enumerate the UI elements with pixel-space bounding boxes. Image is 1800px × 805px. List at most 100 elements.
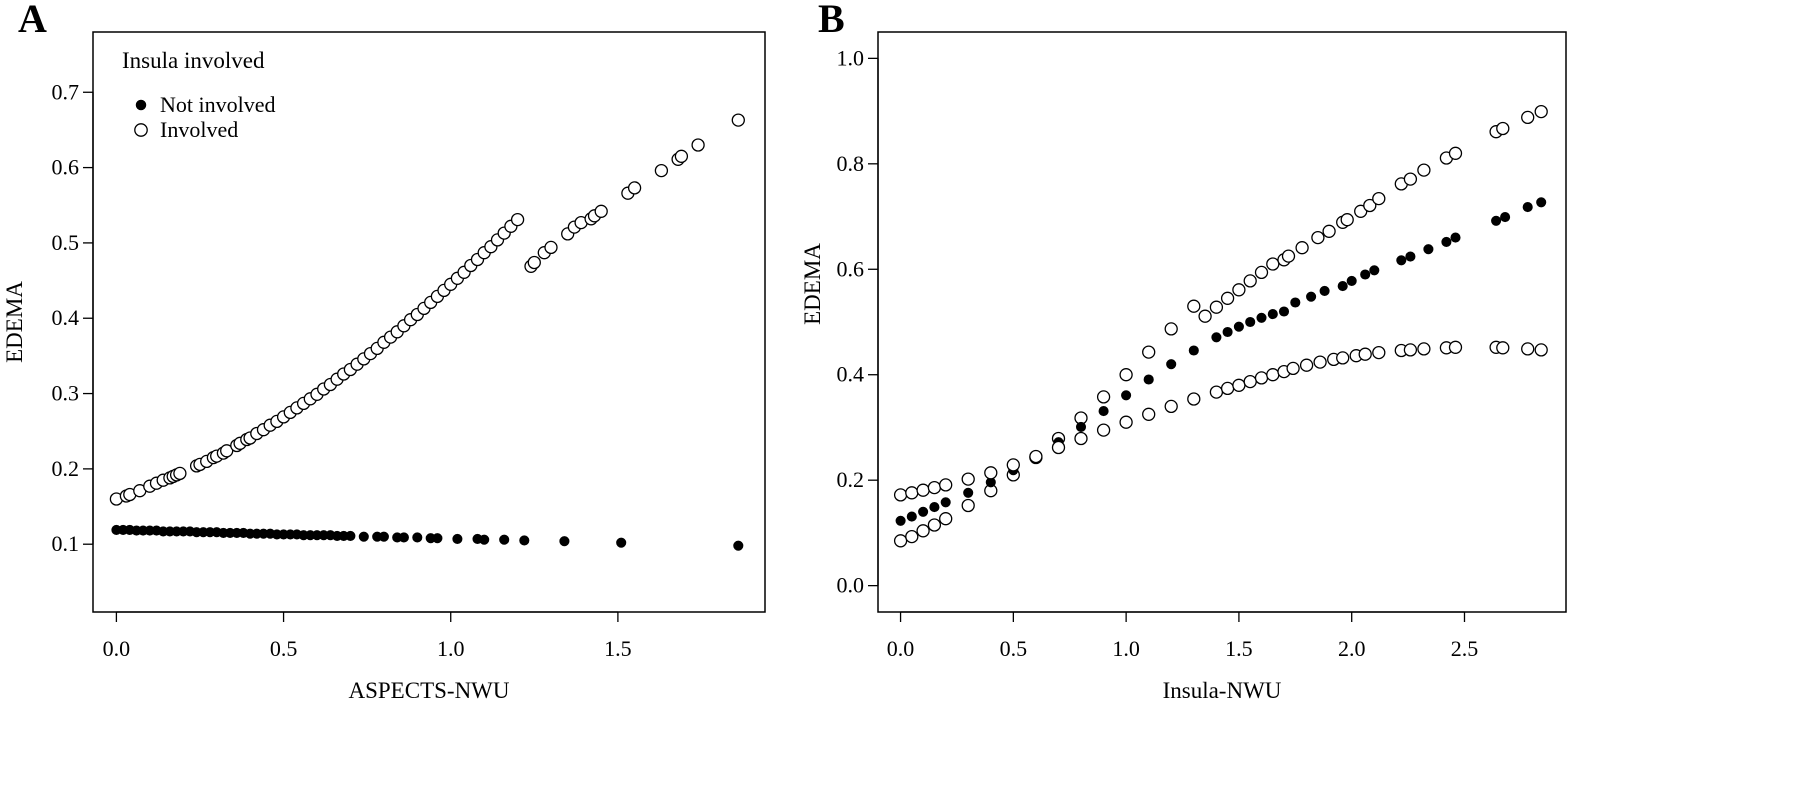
data-point-open — [1311, 230, 1325, 245]
y-tick-label: 0.4 — [52, 305, 80, 330]
data-point-filled — [1211, 332, 1222, 343]
data-point-open — [1198, 309, 1212, 323]
data-point-filled — [1441, 236, 1452, 247]
data-point-filled — [1369, 265, 1380, 276]
data-point-open — [1322, 224, 1336, 238]
data-point-open — [905, 529, 919, 544]
data-point-filled — [1267, 309, 1278, 320]
data-point-filled — [1121, 390, 1132, 401]
panel-a-legend: Insula involved Not involved Involved — [122, 48, 276, 142]
data-point-open — [1358, 347, 1372, 361]
x-tick-label: 1.5 — [1225, 636, 1253, 661]
data-point-filled — [1360, 269, 1371, 280]
data-point-filled — [499, 534, 510, 545]
data-point-filled — [906, 511, 917, 522]
data-point-open — [627, 181, 642, 195]
data-point-filled — [1346, 275, 1357, 286]
y-tick-label: 0.7 — [52, 79, 80, 104]
data-point-open — [1448, 340, 1463, 354]
data-point-open — [1521, 342, 1535, 356]
data-point-filled — [1536, 197, 1547, 208]
data-point-open — [544, 240, 558, 255]
data-point-open — [674, 149, 689, 163]
x-tick-label: 1.0 — [437, 636, 465, 661]
data-point-filled — [1405, 251, 1416, 262]
panel-a: A 0.0 0.5 1.0 1.5 0.1 0.2 0.3 0.4 0.5 0.6 0.7 ASP… — [2, 0, 766, 703]
data-point-open — [1372, 191, 1386, 206]
data-point-open — [1164, 399, 1178, 414]
data-point-open — [1299, 358, 1314, 372]
data-point-open — [1164, 322, 1178, 336]
data-point-open — [1119, 368, 1133, 382]
panel-a-data-points — [109, 113, 745, 551]
data-point-open — [1006, 458, 1020, 472]
data-point-open — [1096, 390, 1111, 404]
data-point-open — [220, 444, 234, 458]
data-point-filled — [412, 532, 423, 543]
data-point-open — [927, 518, 942, 532]
data-point-open — [1417, 163, 1431, 177]
data-point-open — [1496, 121, 1510, 136]
data-point-open — [173, 466, 187, 481]
x-tick-label: 0.5 — [1000, 636, 1028, 661]
data-point-open — [1363, 198, 1377, 213]
legend-title: Insula involved — [122, 48, 265, 73]
x-tick-label: 2.5 — [1451, 636, 1479, 661]
data-point-open — [1403, 172, 1418, 186]
data-point-open — [905, 486, 919, 500]
data-point-open — [1372, 345, 1386, 360]
data-point-open — [1220, 291, 1235, 305]
data-point-filled — [1075, 421, 1087, 432]
data-point-filled — [1423, 244, 1434, 255]
legend-label-involved: Involved — [160, 117, 238, 142]
data-point-filled — [378, 531, 389, 542]
data-point-open — [916, 524, 930, 538]
data-point-open — [1119, 415, 1133, 429]
data-point-filled — [1306, 291, 1317, 302]
data-point-filled — [559, 536, 570, 547]
data-point-open — [984, 466, 998, 480]
data-point-filled — [1290, 297, 1301, 308]
data-point-open — [1232, 378, 1246, 392]
data-point-filled — [452, 533, 463, 544]
data-point-open — [1254, 371, 1269, 385]
x-tick-label: 1.0 — [1112, 636, 1140, 661]
data-point-filled — [1500, 212, 1511, 223]
panel-a-letter: A — [18, 0, 47, 41]
data-point-filled — [1319, 285, 1330, 296]
data-point-open — [1243, 374, 1257, 389]
data-point-open — [1187, 299, 1201, 313]
data-point-open — [1187, 392, 1201, 406]
legend-marker-involved — [134, 123, 148, 137]
data-point-open — [1029, 449, 1043, 464]
panel-a-x-axis: 0.0 0.5 1.0 1.5 — [103, 611, 632, 661]
data-point-filled — [345, 530, 356, 541]
data-point-filled — [616, 537, 627, 548]
y-tick-label: 0.2 — [837, 467, 865, 492]
data-point-filled — [1098, 406, 1109, 417]
data-point-open — [961, 472, 975, 486]
panel-b-y-axis: 0.0 0.2 0.4 0.6 0.8 1.0 — [837, 45, 879, 598]
data-point-open — [731, 113, 745, 127]
data-point-filled — [963, 487, 974, 498]
data-point-open — [1209, 385, 1224, 399]
panel-b-x-axis: 0.0 0.5 1.0 1.5 2.0 2.5 — [887, 611, 1479, 661]
panel-b-data-points — [893, 104, 1548, 548]
data-point-open — [1448, 146, 1463, 160]
y-tick-label: 0.6 — [52, 155, 80, 180]
data-point-filled — [1256, 312, 1267, 323]
data-point-filled — [1396, 255, 1407, 266]
y-tick-label: 0.3 — [52, 381, 80, 406]
data-point-open — [1281, 249, 1296, 263]
data-point-filled — [1166, 359, 1177, 370]
data-point-filled — [1222, 326, 1233, 338]
data-point-open — [1417, 342, 1431, 356]
data-point-filled — [479, 534, 490, 545]
data-point-open — [927, 480, 942, 495]
data-point-filled — [432, 533, 443, 544]
data-point-filled — [398, 532, 409, 543]
data-point-open — [1220, 381, 1235, 396]
data-point-open — [1534, 104, 1548, 119]
y-tick-label: 0.2 — [52, 456, 80, 481]
